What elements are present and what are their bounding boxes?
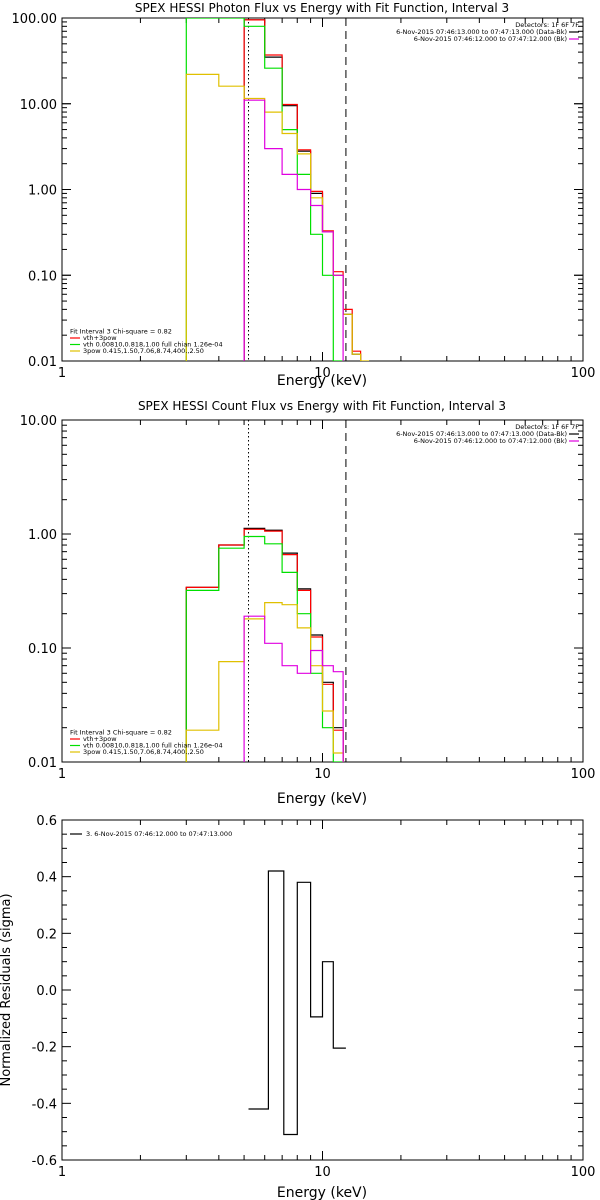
fit-legend-header: Fit Interval 3 Chi-square = 0.82 (70, 328, 172, 336)
data-series-step (185, 527, 344, 762)
y-tick-label: 0.4 (36, 871, 57, 886)
fit-legend-entry: vth 0.00810,0.818,1.00 full chian 1.26e-… (83, 742, 223, 750)
y-tick-label: 0.10 (28, 642, 57, 657)
fit-legend-entry: 3pow 0.415,1.50,7.06,8.74,400.,2.50 (83, 347, 204, 355)
y-tick-label: 0.01 (28, 756, 57, 771)
fit-legend-entry: 3pow 0.415,1.50,7.06,8.74,400.,2.50 (83, 748, 204, 756)
fit-legend-header: Fit Interval 3 Chi-square = 0.82 (70, 729, 172, 737)
y-tick-label: 0.10 (28, 269, 57, 284)
fit-legend-entry: vth+3pow (83, 334, 117, 342)
photon-flux-xlabel: Energy (keV) (277, 373, 367, 389)
count-flux-plot: 1 10 100 0.01 0.10 1.00 10.00 Detectors: 1F 6F … (20, 414, 596, 782)
photon-flux-title: SPEX HESSI Photon Flux vs Energy with Fi… (135, 1, 509, 15)
residuals-xlabel: Energy (keV) (277, 1185, 367, 1200)
y-tick-label: 0.0 (36, 984, 57, 999)
legend-entry: 6-Nov-2015 07:46:13.000 to 07:47:13.000 … (396, 430, 567, 438)
y-tick-label: 0.01 (28, 355, 57, 370)
photon-flux-plot: 1 10 100 0.01 0.10 1.00 10.00 100.00 Detectors: … (12, 12, 596, 381)
legend-header: Detectors: 1F 6F 7F (515, 423, 579, 431)
y-tick-label: 100.00 (12, 12, 58, 27)
count-flux-title: SPEX HESSI Count Flux vs Energy with Fit… (138, 399, 506, 413)
residuals-plot: 1 10 100 -0.6 -0.4 -0.2 0.0 0.2 0.4 0.6 3. 6-Nov-2… (32, 814, 596, 1180)
y-tick-label: 10.00 (20, 98, 57, 113)
legend-entry: 3. 6-Nov-2015 07:46:12.000 to 07:47:13.0… (86, 830, 232, 838)
y-tick-label: 10.00 (20, 414, 57, 429)
legend-entry: 6-Nov-2015 07:46:12.000 to 07:47:12.000 … (414, 437, 567, 445)
y-tick-label: -0.2 (32, 1041, 57, 1056)
plot-content (248, 870, 346, 1136)
data-series-step (185, 73, 369, 361)
x-tick-label: 10 (314, 1165, 331, 1180)
plot-content (185, 18, 369, 361)
plot-content (185, 420, 347, 762)
data-series-step (185, 602, 344, 762)
legend-entry: 6-Nov-2015 07:46:13.000 to 07:47:13.000 … (396, 28, 567, 36)
residuals-ylabel: Normalized Residuals (sigma) (0, 893, 14, 1086)
count-flux-panel: SPEX HESSI Count Flux vs Energy with Fit… (20, 399, 596, 807)
y-tick-label: -0.6 (32, 1154, 57, 1169)
count-flux-xlabel: Energy (keV) (277, 791, 367, 807)
x-tick-label: 100 (571, 1165, 596, 1180)
y-tick-label: 1.00 (28, 528, 57, 543)
y-tick-label: 0.2 (36, 927, 57, 942)
data-series-step (185, 535, 344, 762)
residuals-panel: 1 10 100 -0.6 -0.4 -0.2 0.0 0.2 0.4 0.6 3. 6-Nov-2… (0, 814, 595, 1200)
data-series-step (185, 18, 344, 361)
plot-frame (61, 17, 584, 362)
fit-legend-entry: vth 0.00810,0.818,1.00 full chian 1.26e-… (83, 341, 223, 349)
data-series-step (248, 870, 346, 1136)
data-series-step (243, 99, 344, 361)
x-tick-label: 10 (314, 767, 331, 782)
x-tick-label: 100 (571, 366, 596, 381)
photon-flux-panel: SPEX HESSI Photon Flux vs Energy with Fi… (12, 1, 596, 389)
legend-header: Detectors: 1F 6F 7F (515, 21, 579, 29)
y-tick-label: 1.00 (28, 184, 57, 199)
data-series-step (185, 528, 344, 762)
y-tick-label: -0.4 (32, 1097, 57, 1112)
x-tick-label: 1 (58, 1165, 66, 1180)
x-tick-label: 10 (314, 366, 331, 381)
x-tick-label: 1 (58, 767, 66, 782)
y-tick-label: 0.6 (36, 814, 57, 829)
data-series-step (243, 615, 344, 762)
x-tick-label: 1 (58, 366, 66, 381)
x-tick-label: 100 (571, 767, 596, 782)
data-series-step (243, 19, 362, 361)
fit-legend-entry: vth+3pow (83, 735, 117, 743)
legend-entry: 6-Nov-2015 07:46:12.000 to 07:47:12.000 … (414, 35, 567, 43)
